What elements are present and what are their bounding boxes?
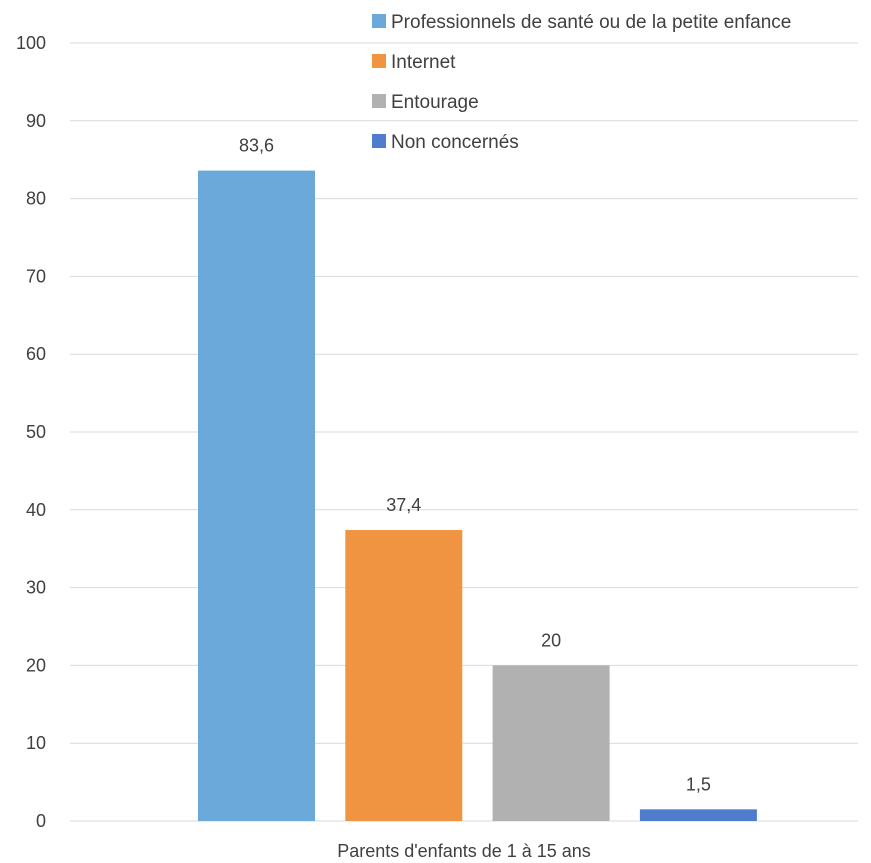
data-labels: 83,6 37,4 20 1,5 <box>239 136 711 795</box>
y-tick-label: 90 <box>26 111 46 131</box>
bar <box>345 530 463 821</box>
legend-swatch <box>372 14 386 28</box>
y-tick-label: 60 <box>26 344 46 364</box>
legend-label: Internet <box>391 52 456 73</box>
data-label: 37,4 <box>386 495 421 515</box>
bar <box>198 170 315 822</box>
bars <box>198 170 757 822</box>
y-axis-tick-labels: 0 10 20 30 40 50 60 70 80 90 100 <box>16 33 46 831</box>
y-tick-label: 40 <box>26 500 46 520</box>
y-tick-label: 50 <box>26 422 46 442</box>
legend-label: Professionnels de santé ou de la petite … <box>391 12 791 33</box>
y-tick-label: 100 <box>16 33 46 53</box>
y-tick-label: 20 <box>26 655 46 675</box>
legend-label: Entourage <box>391 92 479 113</box>
data-label: 1,5 <box>686 774 711 794</box>
data-label: 20 <box>541 630 561 650</box>
legend-label: Non concernés <box>391 132 519 153</box>
y-tick-label: 70 <box>26 266 46 286</box>
legend: Professionnels de santé ou de la petite … <box>372 12 791 153</box>
legend-swatch <box>372 94 386 108</box>
y-tick-label: 80 <box>26 189 46 209</box>
y-tick-label: 30 <box>26 578 46 598</box>
legend-swatch <box>372 134 386 148</box>
gridlines <box>70 42 858 822</box>
data-label: 83,6 <box>239 136 274 156</box>
y-tick-label: 10 <box>26 733 46 753</box>
bar <box>639 809 757 821</box>
x-axis-category-label: Parents d'enfants de 1 à 15 ans <box>337 841 591 861</box>
y-tick-label: 0 <box>36 811 46 831</box>
bar <box>492 665 610 821</box>
legend-swatch <box>372 54 386 68</box>
